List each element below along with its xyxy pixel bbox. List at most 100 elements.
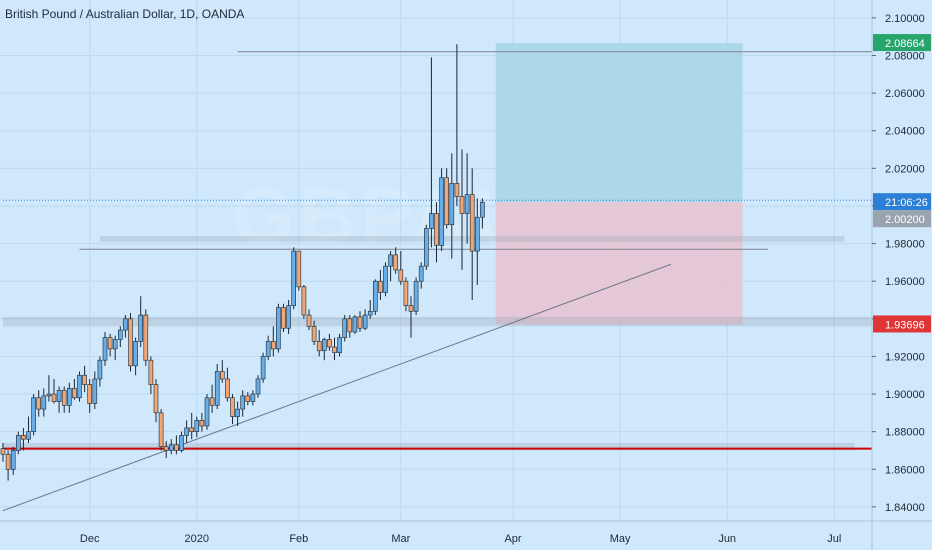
candle-body bbox=[61, 389, 67, 406]
candle-body bbox=[444, 177, 450, 226]
candle-body bbox=[72, 388, 77, 399]
stop-price-tag-text: 1.93696 bbox=[885, 319, 925, 331]
countdown-tag bbox=[873, 193, 931, 211]
y-tick-label: 1.84000 bbox=[885, 502, 925, 514]
y-tick-label: 1.86000 bbox=[885, 464, 925, 476]
y-tick-label: 2.06000 bbox=[885, 88, 925, 100]
candle-body bbox=[474, 216, 480, 252]
y-tick-label: 1.88000 bbox=[885, 427, 925, 439]
y-tick-label: 2.04000 bbox=[885, 126, 925, 138]
candle-body bbox=[429, 213, 434, 229]
candle-body bbox=[367, 310, 373, 316]
candle-body bbox=[449, 183, 455, 226]
candle-body bbox=[56, 389, 62, 402]
candle-body bbox=[291, 250, 297, 306]
candle-body bbox=[286, 305, 291, 329]
candle-body bbox=[174, 444, 179, 451]
candle-body bbox=[321, 339, 327, 352]
candle-body bbox=[413, 280, 419, 312]
target-price-tag bbox=[873, 34, 931, 52]
candle-body bbox=[347, 318, 353, 333]
candle-body bbox=[138, 314, 143, 342]
x-tick-label: Feb bbox=[289, 533, 308, 545]
candle-body bbox=[179, 435, 184, 451]
candle-body bbox=[51, 393, 57, 402]
candle-body bbox=[214, 371, 220, 406]
candle-body bbox=[128, 318, 133, 367]
candle-body bbox=[423, 228, 429, 267]
stop-zone bbox=[495, 202, 743, 325]
candle-body bbox=[383, 265, 388, 293]
candle-body bbox=[82, 374, 87, 385]
candle-body bbox=[5, 453, 11, 470]
candle-body bbox=[408, 305, 414, 312]
candle-body bbox=[240, 395, 245, 410]
candle-body bbox=[118, 329, 123, 340]
x-tick-label: Apr bbox=[504, 533, 521, 545]
candle-body bbox=[281, 307, 286, 329]
candle-body bbox=[189, 427, 194, 432]
candle-body bbox=[31, 397, 36, 432]
candle-body bbox=[439, 177, 444, 246]
candle-body bbox=[220, 371, 225, 380]
x-tick-label: May bbox=[610, 533, 631, 545]
candle-body bbox=[454, 183, 460, 197]
candle-body bbox=[123, 318, 128, 331]
candle-body bbox=[102, 337, 108, 361]
candle-body bbox=[255, 378, 261, 395]
trendline bbox=[2, 263, 672, 512]
x-tick-label: Jun bbox=[718, 533, 736, 545]
candle-body bbox=[230, 397, 235, 417]
candle-body bbox=[270, 341, 276, 350]
candle-body bbox=[398, 269, 404, 282]
price-zone bbox=[3, 442, 855, 451]
y-tick-label: 2.10000 bbox=[885, 13, 925, 25]
candle-body bbox=[67, 388, 72, 406]
candle-body bbox=[316, 341, 322, 352]
candle-body bbox=[158, 412, 164, 448]
y-tick-label: 2.08000 bbox=[885, 50, 925, 62]
candle-body bbox=[403, 280, 409, 306]
candle-body bbox=[204, 397, 210, 427]
candle-body bbox=[15, 435, 21, 451]
candle-body bbox=[148, 359, 154, 385]
candle-body bbox=[469, 194, 475, 252]
x-tick-label: Dec bbox=[80, 533, 100, 545]
candle-body bbox=[388, 254, 393, 267]
candle-body bbox=[169, 444, 174, 451]
candle-body bbox=[10, 450, 16, 470]
candle-body bbox=[209, 397, 215, 406]
candle-body bbox=[418, 265, 424, 282]
candle-body bbox=[337, 337, 342, 353]
candle-body bbox=[250, 393, 256, 402]
candle-body bbox=[153, 384, 159, 414]
stop-price-tag bbox=[873, 315, 931, 333]
candle-body bbox=[112, 339, 118, 350]
candle-body bbox=[77, 374, 82, 399]
current-price-tag bbox=[873, 210, 931, 228]
price-zone bbox=[3, 316, 872, 327]
candle-body bbox=[276, 307, 281, 350]
candle-body bbox=[46, 393, 52, 397]
candle-body bbox=[464, 194, 470, 214]
candle-body bbox=[372, 280, 378, 312]
candle-body bbox=[459, 196, 465, 214]
candle-body bbox=[199, 420, 205, 427]
candle-body bbox=[194, 420, 200, 432]
candle-body bbox=[133, 341, 138, 367]
candle-body bbox=[301, 286, 307, 316]
candle-body bbox=[352, 316, 358, 333]
candle-body bbox=[265, 341, 271, 357]
candle-body bbox=[327, 339, 332, 348]
countdown-tag-text: 21:06:26 bbox=[885, 197, 928, 209]
current-price-tag-text: 2.00200 bbox=[885, 214, 925, 226]
x-tick-label: Mar bbox=[391, 533, 410, 545]
candle-body bbox=[36, 397, 42, 410]
candle-body bbox=[332, 346, 337, 353]
target-zone bbox=[495, 43, 743, 203]
y-tick-label: 1.96000 bbox=[885, 276, 925, 288]
candle-body bbox=[260, 356, 266, 380]
x-tick-label: Jul bbox=[827, 533, 841, 545]
